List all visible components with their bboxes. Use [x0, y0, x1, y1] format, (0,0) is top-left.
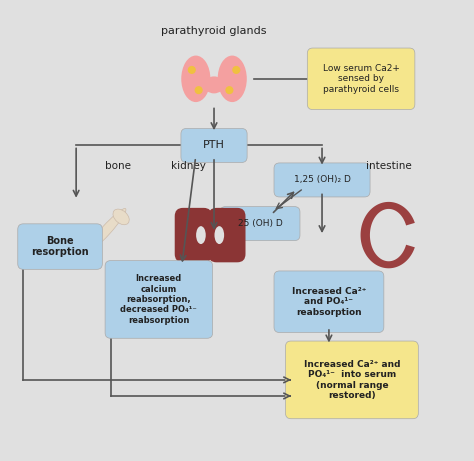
- FancyBboxPatch shape: [220, 207, 300, 241]
- Ellipse shape: [196, 226, 206, 244]
- Circle shape: [195, 86, 203, 94]
- Text: Increased Ca²⁺ and
PO₄¹⁻  into serum
(normal range
restored): Increased Ca²⁺ and PO₄¹⁻ into serum (nor…: [304, 360, 400, 400]
- Ellipse shape: [83, 236, 99, 252]
- FancyBboxPatch shape: [274, 271, 384, 332]
- Polygon shape: [361, 202, 415, 268]
- Text: bone: bone: [104, 161, 130, 171]
- FancyBboxPatch shape: [274, 163, 370, 197]
- Text: 1,25 (OH)₂ D: 1,25 (OH)₂ D: [293, 176, 350, 184]
- Ellipse shape: [181, 56, 210, 102]
- FancyBboxPatch shape: [307, 48, 415, 110]
- Text: Low serum Ca2+
sensed by
parathyroid cells: Low serum Ca2+ sensed by parathyroid cel…: [323, 64, 400, 94]
- Text: Bone
resorption: Bone resorption: [31, 236, 89, 257]
- Ellipse shape: [218, 56, 247, 102]
- Ellipse shape: [86, 208, 126, 253]
- Ellipse shape: [214, 226, 224, 244]
- Text: kidney: kidney: [171, 161, 206, 171]
- Text: 25 (OH) D: 25 (OH) D: [237, 219, 283, 228]
- FancyBboxPatch shape: [18, 224, 102, 269]
- Text: Increased Ca²⁺
and PO₄¹⁻
reabsorption: Increased Ca²⁺ and PO₄¹⁻ reabsorption: [292, 287, 366, 317]
- Text: intestine: intestine: [366, 161, 411, 171]
- Text: Increased
calcium
reabsorption,
decreased PO₄¹⁻
reabsorption: Increased calcium reabsorption, decrease…: [120, 274, 197, 325]
- FancyBboxPatch shape: [181, 129, 247, 162]
- Circle shape: [225, 86, 233, 94]
- Text: parathyroid glands: parathyroid glands: [161, 25, 267, 35]
- FancyBboxPatch shape: [175, 208, 212, 262]
- Circle shape: [188, 66, 196, 74]
- FancyBboxPatch shape: [285, 341, 419, 419]
- Ellipse shape: [113, 209, 129, 225]
- Circle shape: [232, 66, 240, 74]
- Text: PTH: PTH: [203, 141, 225, 150]
- FancyBboxPatch shape: [208, 208, 246, 262]
- FancyBboxPatch shape: [105, 260, 213, 338]
- Ellipse shape: [204, 77, 224, 94]
